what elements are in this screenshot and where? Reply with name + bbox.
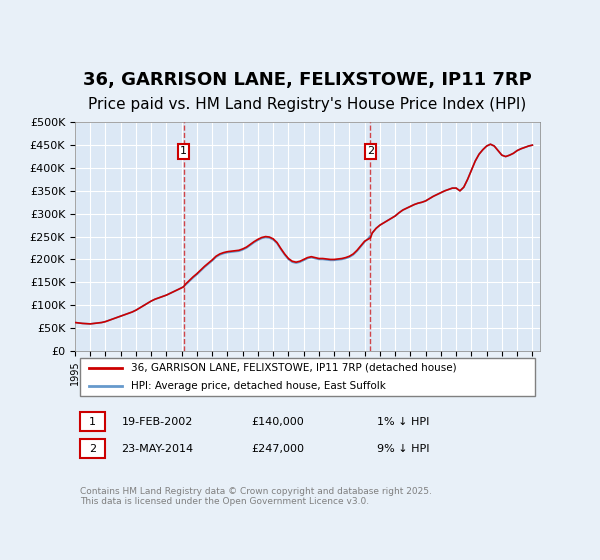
Text: 23-MAY-2014: 23-MAY-2014 [121,444,194,454]
Text: 1% ↓ HPI: 1% ↓ HPI [377,417,430,427]
Text: Price paid vs. HM Land Registry's House Price Index (HPI): Price paid vs. HM Land Registry's House … [88,97,527,112]
Text: 9% ↓ HPI: 9% ↓ HPI [377,444,430,454]
FancyBboxPatch shape [80,358,535,395]
Text: £140,000: £140,000 [252,417,304,427]
Text: 19-FEB-2002: 19-FEB-2002 [121,417,193,427]
Text: £247,000: £247,000 [252,444,305,454]
FancyBboxPatch shape [80,439,105,458]
Text: 2: 2 [89,444,96,454]
Text: 1: 1 [89,417,96,427]
Text: 36, GARRISON LANE, FELIXSTOWE, IP11 7RP: 36, GARRISON LANE, FELIXSTOWE, IP11 7RP [83,71,532,88]
FancyBboxPatch shape [365,144,376,159]
Text: Contains HM Land Registry data © Crown copyright and database right 2025.
This d: Contains HM Land Registry data © Crown c… [80,487,431,506]
FancyBboxPatch shape [178,144,189,159]
Text: 1: 1 [180,146,187,156]
FancyBboxPatch shape [80,412,105,432]
Text: HPI: Average price, detached house, East Suffolk: HPI: Average price, detached house, East… [131,381,386,391]
Text: 36, GARRISON LANE, FELIXSTOWE, IP11 7RP (detached house): 36, GARRISON LANE, FELIXSTOWE, IP11 7RP … [131,363,457,373]
Text: 2: 2 [367,146,374,156]
